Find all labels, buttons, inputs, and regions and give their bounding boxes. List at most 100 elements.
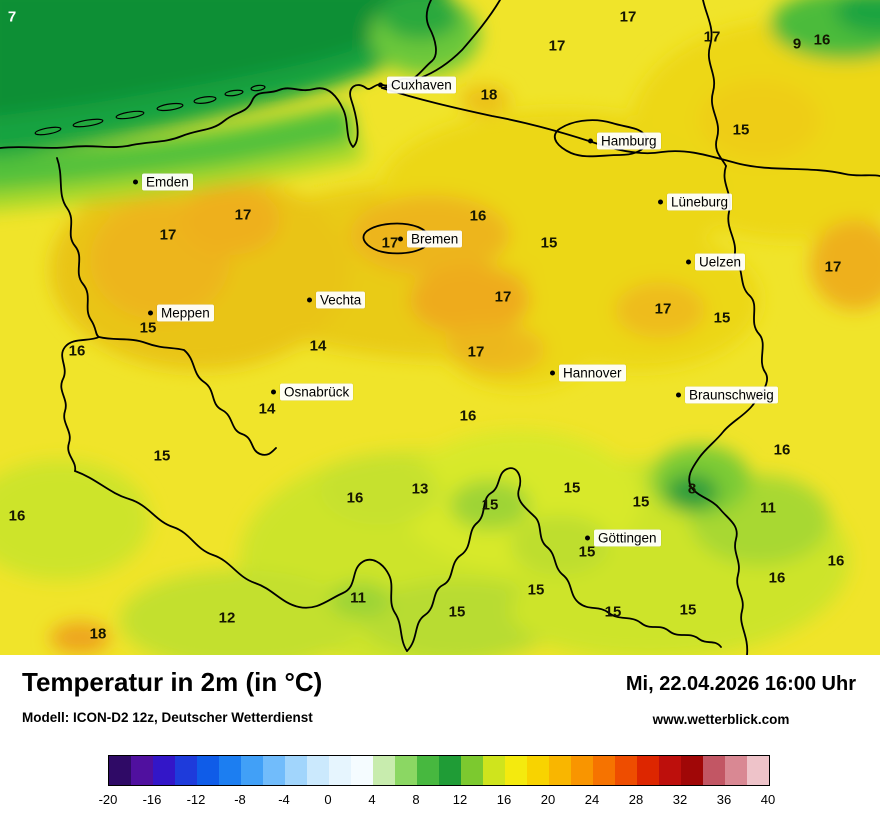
legend-segment bbox=[681, 756, 703, 785]
legend-tick: -16 bbox=[142, 792, 162, 807]
legend-tick: -12 bbox=[186, 792, 206, 807]
legend-segment bbox=[439, 756, 461, 785]
legend-bar bbox=[108, 755, 770, 786]
legend-segment bbox=[659, 756, 681, 785]
legend-segment bbox=[285, 756, 307, 785]
city-label: Meppen bbox=[157, 304, 214, 322]
weather-map-image bbox=[0, 0, 880, 655]
legend-tick: -20 bbox=[98, 792, 118, 807]
city-dot-icon bbox=[271, 389, 276, 395]
temperature-value: 15 bbox=[578, 543, 596, 561]
temperature-value: 16 bbox=[768, 569, 786, 587]
legend-segment bbox=[549, 756, 571, 785]
city-dot-icon bbox=[148, 310, 153, 316]
temperature-value: 16 bbox=[8, 507, 26, 525]
page-title: Temperatur in 2m (in °C) bbox=[22, 667, 323, 697]
legend-segment bbox=[307, 756, 329, 785]
city-marker-uelzen: Uelzen bbox=[686, 253, 746, 271]
legend-segment bbox=[153, 756, 175, 785]
legend-segment bbox=[219, 756, 241, 785]
city-label: Uelzen bbox=[695, 253, 746, 271]
city-marker-emden: Emden bbox=[133, 173, 193, 191]
islands bbox=[34, 84, 266, 136]
legend-tick: 4 bbox=[368, 792, 376, 807]
city-marker-bremen: Bremen bbox=[398, 230, 463, 248]
temperature-value: 18 bbox=[89, 625, 107, 643]
temperature-value: 16 bbox=[813, 31, 831, 49]
legend-tick: 24 bbox=[584, 792, 600, 807]
city-marker-gttingen: Göttingen bbox=[585, 529, 661, 547]
legend-segment bbox=[527, 756, 549, 785]
legend-tick: 40 bbox=[760, 792, 776, 807]
city-marker-vechta: Vechta bbox=[307, 291, 366, 309]
temperature-value: 15 bbox=[563, 479, 581, 497]
legend-segment bbox=[505, 756, 527, 785]
legend-tick: 0 bbox=[324, 792, 332, 807]
temperature-value: 17 bbox=[381, 234, 399, 252]
legend-tick: -8 bbox=[234, 792, 246, 807]
legend-segment bbox=[131, 756, 153, 785]
legend-segment bbox=[329, 756, 351, 785]
legend-ticks: -20 -16 -12 -8 -4 0 4 8 12 16 20 24 28 32 36 40 bbox=[0, 792, 880, 810]
city-marker-hannover: Hannover bbox=[550, 364, 626, 382]
legend-tick: 16 bbox=[496, 792, 512, 807]
temperature-value: 17 bbox=[159, 226, 177, 244]
legend-segment bbox=[197, 756, 219, 785]
city-marker-lneburg: Lüneburg bbox=[658, 193, 733, 211]
temperature-value: 11 bbox=[760, 499, 776, 517]
city-dot-icon bbox=[676, 392, 681, 398]
temperature-value: 15 bbox=[713, 309, 731, 327]
city-marker-braunschweig: Braunschweig bbox=[676, 386, 778, 404]
temperature-value: 18 bbox=[480, 86, 498, 104]
legend-segment bbox=[351, 756, 373, 785]
temperature-value: 8 bbox=[687, 480, 697, 498]
legend-segment bbox=[373, 756, 395, 785]
legend-segment bbox=[703, 756, 725, 785]
city-dot-icon bbox=[588, 138, 593, 144]
legend-segment bbox=[571, 756, 593, 785]
temperature-value: 17 bbox=[654, 300, 672, 318]
city-label: Cuxhaven bbox=[387, 76, 456, 94]
legend-segment bbox=[241, 756, 263, 785]
model-line: Modell: ICON-D2 12z, Deutscher Wetterdie… bbox=[22, 710, 313, 725]
temperature-value: 17 bbox=[619, 8, 637, 26]
legend-segment bbox=[615, 756, 637, 785]
legend-tick: 36 bbox=[716, 792, 732, 807]
temperature-value: 17 bbox=[703, 28, 721, 46]
temperature-value: 15 bbox=[679, 601, 697, 619]
legend-tick: 8 bbox=[412, 792, 420, 807]
city-dot-icon bbox=[307, 297, 312, 303]
city-marker-osnabrck: Osnabrück bbox=[271, 383, 354, 401]
temperature-value: 15 bbox=[604, 603, 622, 621]
legend-segment bbox=[483, 756, 505, 785]
city-dot-icon bbox=[658, 199, 663, 205]
temperature-value: 16 bbox=[346, 489, 364, 507]
temperature-value: 15 bbox=[448, 603, 466, 621]
city-label: Hamburg bbox=[597, 132, 661, 150]
temperature-field bbox=[0, 0, 880, 655]
temperature-value: 17 bbox=[824, 258, 842, 276]
temperature-value: 14 bbox=[309, 337, 327, 355]
temperature-value: 16 bbox=[773, 441, 791, 459]
temperature-value: 15 bbox=[153, 447, 171, 465]
city-marker-hamburg: Hamburg bbox=[588, 132, 661, 150]
legend-tick: 32 bbox=[672, 792, 688, 807]
city-label: Osnabrück bbox=[280, 383, 354, 401]
temperature-value: 16 bbox=[469, 207, 487, 225]
legend-segment bbox=[637, 756, 659, 785]
temperature-value: 16 bbox=[68, 342, 86, 360]
website-text: www.wetterblick.com bbox=[652, 712, 790, 727]
city-dot-icon bbox=[550, 370, 555, 376]
city-label: Emden bbox=[142, 173, 193, 191]
city-marker-meppen: Meppen bbox=[148, 304, 214, 322]
temperature-value: 11 bbox=[350, 589, 366, 607]
info-panel: Temperatur in 2m (in °C) Modell: ICON-D2… bbox=[0, 655, 880, 830]
legend-segment bbox=[725, 756, 747, 785]
temperature-value: 16 bbox=[827, 552, 845, 570]
temperature-value: 15 bbox=[481, 496, 499, 514]
state-borders bbox=[0, 0, 880, 655]
legend-tick: 28 bbox=[628, 792, 644, 807]
temperature-value: 15 bbox=[540, 234, 558, 252]
temperature-value: 17 bbox=[494, 288, 512, 306]
